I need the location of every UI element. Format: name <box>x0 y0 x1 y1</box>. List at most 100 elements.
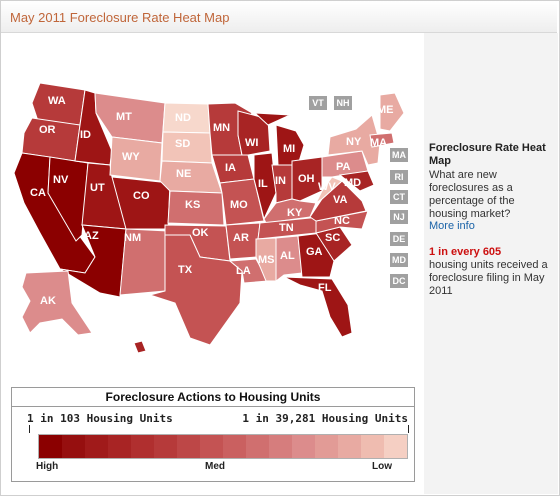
state-md-main[interactable]: MD <box>338 170 375 192</box>
legend-right-tick <box>408 425 409 433</box>
state-label-ok: OK <box>192 227 209 239</box>
legend-swatch-14 <box>338 435 361 458</box>
state-nd[interactable]: ND <box>162 102 211 134</box>
state-ms[interactable]: MS <box>255 237 277 282</box>
legend-swatch-10 <box>246 435 269 458</box>
state-label-la: LA <box>236 265 251 277</box>
state-il[interactable]: IL <box>253 152 277 221</box>
national-stat-description: housing units received a foreclosure fil… <box>429 259 548 297</box>
legend-swatch-1 <box>39 435 62 458</box>
legend-color-scale <box>38 434 408 459</box>
state-label-wi: WI <box>245 137 258 149</box>
state-fl[interactable]: FL <box>283 276 353 338</box>
state-nc[interactable]: NC <box>315 210 369 234</box>
state-va[interactable]: VA <box>309 180 367 222</box>
legend-swatch-12 <box>292 435 315 458</box>
legend-med-label: Med <box>205 461 225 472</box>
state-mi[interactable]: MI <box>253 112 305 166</box>
state-ak[interactable]: AK <box>21 270 93 336</box>
national-stat: 1 in every 605 <box>429 246 502 258</box>
state-label-nd: ND <box>175 112 191 124</box>
state-label-md: MD <box>344 177 361 189</box>
state-in[interactable]: IN <box>271 164 293 204</box>
state-label-ar: AR <box>233 232 249 244</box>
state-box-vt[interactable]: VT <box>309 96 327 110</box>
state-label-in: IN <box>275 175 286 187</box>
state-label-nv: NV <box>53 174 69 186</box>
state-label-va: VA <box>333 194 348 206</box>
state-label-wy: WY <box>122 151 140 163</box>
state-label-id: ID <box>80 129 91 141</box>
legend-swatch-11 <box>269 435 292 458</box>
state-label-mo: MO <box>230 199 248 211</box>
state-label-il: IL <box>258 178 268 190</box>
state-label-nm: NM <box>124 232 141 244</box>
legend-title: Foreclosure Actions to Housing Units <box>12 388 414 407</box>
state-label-mt: MT <box>116 111 132 123</box>
state-ks[interactable]: KS <box>167 190 225 226</box>
legend-swatch-5 <box>131 435 154 458</box>
state-sc[interactable]: SC <box>315 226 353 262</box>
state-wv[interactable]: WV <box>314 176 343 205</box>
legend-swatch-7 <box>177 435 200 458</box>
state-box-ma[interactable]: MA <box>390 148 408 162</box>
state-wa[interactable]: WA <box>31 82 86 126</box>
state-al[interactable]: AL <box>275 235 303 282</box>
state-tn[interactable]: TN <box>257 216 321 240</box>
state-box-de[interactable]: DE <box>390 232 408 246</box>
legend-swatch-3 <box>85 435 108 458</box>
legend-left-label: 1 in 103 Housing Units <box>27 412 173 425</box>
legend-left-tick <box>29 425 30 433</box>
state-box-ri[interactable]: RI <box>390 170 408 184</box>
state-label-oh: OH <box>298 173 315 185</box>
state-label-mi: MI <box>283 143 295 155</box>
state-wy[interactable]: WY <box>109 136 163 182</box>
state-tx[interactable]: TX <box>148 234 243 346</box>
state-ny[interactable]: NY <box>327 114 381 166</box>
state-label-ms: MS <box>258 254 275 266</box>
legend-swatch-9 <box>223 435 246 458</box>
header-bar: May 2011 Foreclosure Rate Heat Map <box>1 1 557 33</box>
state-ne[interactable]: NE <box>159 160 223 194</box>
state-label-al: AL <box>280 250 295 262</box>
state-label-ca: CA <box>30 187 46 199</box>
state-label-or: OR <box>39 124 56 136</box>
legend-high-label: High <box>36 461 59 472</box>
page-title: May 2011 Foreclosure Rate Heat Map <box>10 10 230 25</box>
state-box-nh[interactable]: NH <box>334 96 352 110</box>
state-box-dc[interactable]: DC <box>390 274 408 288</box>
state-label-mn: MN <box>213 122 230 134</box>
state-label-pa: PA <box>336 161 351 173</box>
legend-swatch-4 <box>108 435 131 458</box>
state-box-md[interactable]: MD <box>390 253 408 267</box>
state-label-sc: SC <box>325 232 340 244</box>
state-hi[interactable]: HI <box>0 33 147 354</box>
more-info-link[interactable]: More info <box>429 220 475 232</box>
state-mo[interactable]: MO <box>219 178 265 226</box>
state-label-ut: UT <box>90 182 105 194</box>
state-ma-main[interactable]: MA <box>369 132 395 149</box>
state-label-ny: NY <box>346 136 362 148</box>
legend-low-label: Low <box>372 461 392 472</box>
state-ia[interactable]: IA <box>211 154 255 184</box>
state-label-ma: MA <box>370 137 387 149</box>
state-label-sd: SD <box>175 138 190 150</box>
state-nm[interactable]: NM <box>119 228 169 296</box>
state-me[interactable]: ME <box>377 92 405 132</box>
info-panel <box>424 33 558 494</box>
info-title: Foreclosure Rate Heat Map <box>429 142 546 167</box>
state-la[interactable]: LA <box>228 258 269 284</box>
state-az[interactable]: AZ <box>59 224 127 298</box>
state-oh[interactable]: OH <box>291 156 323 202</box>
legend-swatch-6 <box>154 435 177 458</box>
state-label-ne: NE <box>176 168 191 180</box>
state-box-nj[interactable]: NJ <box>390 210 408 224</box>
state-label-ks: KS <box>185 199 200 211</box>
state-ar[interactable]: AR <box>225 222 261 260</box>
state-sd[interactable]: SD <box>161 131 213 164</box>
state-label-az: AZ <box>84 230 99 242</box>
legend-swatch-16 <box>384 435 407 458</box>
state-box-ct[interactable]: CT <box>390 190 408 204</box>
legend-right-label: 1 in 39,281 Housing Units <box>242 412 408 425</box>
state-label-wv: WV <box>318 181 336 193</box>
